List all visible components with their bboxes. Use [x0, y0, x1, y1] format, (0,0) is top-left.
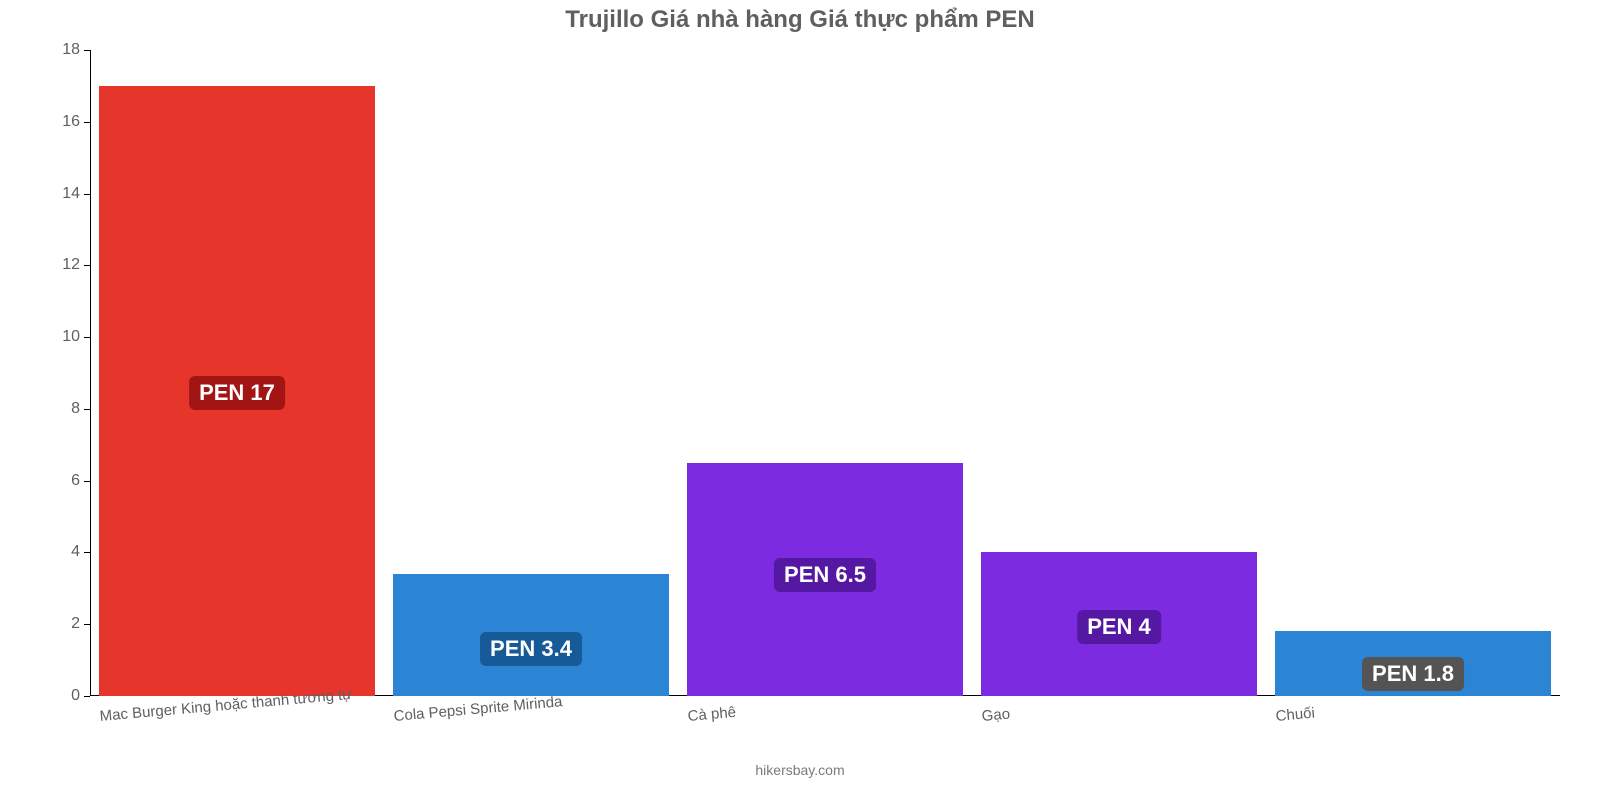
- y-tick-label: 16: [62, 113, 90, 131]
- bar: PEN 1.8: [1275, 631, 1551, 696]
- y-tick-label: 8: [71, 400, 90, 418]
- y-tick-label: 0: [71, 687, 90, 705]
- y-tick-label: 12: [62, 256, 90, 274]
- bar-value-badge: PEN 1.8: [1362, 657, 1464, 691]
- y-tick-label: 6: [71, 472, 90, 490]
- chart-container: Trujillo Giá nhà hàng Giá thực phẩm PEN …: [0, 0, 1600, 800]
- bar-value-badge: PEN 17: [189, 376, 285, 410]
- y-tick-label: 14: [62, 185, 90, 203]
- attribution-text: hikersbay.com: [0, 762, 1600, 778]
- y-tick-label: 2: [71, 615, 90, 633]
- bar-value-badge: PEN 3.4: [480, 632, 582, 666]
- plot-area: PEN 17PEN 3.4PEN 6.5PEN 4PEN 1.8 0246810…: [90, 50, 1560, 696]
- y-tick-label: 18: [62, 41, 90, 59]
- y-tick-label: 10: [62, 328, 90, 346]
- bar: PEN 3.4: [393, 574, 669, 696]
- chart-title: Trujillo Giá nhà hàng Giá thực phẩm PEN: [0, 6, 1600, 34]
- bars-layer: PEN 17 PEN 3.4 PEN 6.5 PEN 4 PEN 1.8: [90, 50, 1560, 696]
- x-axis-label: Gạo: [981, 706, 1011, 725]
- x-axis-label: Chuối: [1275, 705, 1316, 725]
- y-tick-label: 4: [71, 543, 90, 561]
- bar-value-badge: PEN 6.5: [774, 558, 876, 592]
- bar-value-badge: PEN 4: [1077, 610, 1161, 644]
- bar: PEN 6.5: [687, 463, 963, 696]
- x-axis-label: Cola Pepsi Sprite Mirinda: [393, 693, 563, 725]
- bar: PEN 4: [981, 552, 1257, 696]
- x-axis-label: Cà phê: [687, 704, 737, 725]
- bar: PEN 17: [99, 86, 375, 696]
